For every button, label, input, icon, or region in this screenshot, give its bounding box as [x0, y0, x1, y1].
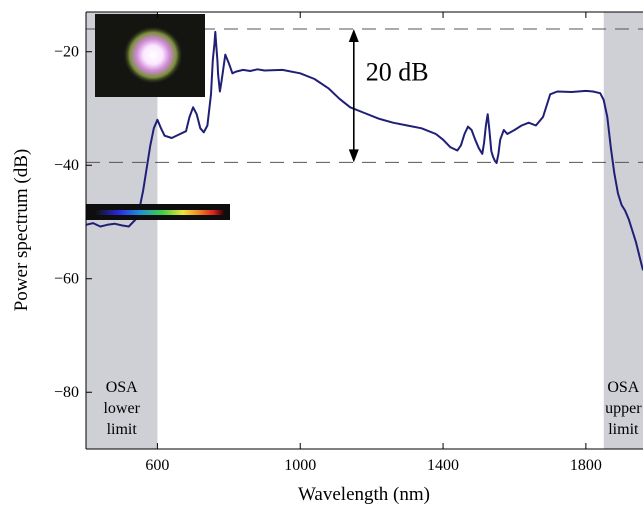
x-axis-label: Wavelength (nm) — [298, 484, 430, 505]
spectrum-strip-inset — [86, 204, 230, 220]
spot-image-inset — [95, 14, 205, 97]
annotation-20db: 20 dB — [348, 29, 429, 163]
y-ticks: −20 −40 −60 −80 — [54, 44, 92, 401]
arrowhead-down — [348, 149, 359, 163]
arrowhead-up — [348, 29, 359, 43]
series-line-0 — [85, 30, 643, 271]
osa-region-label-1-2: limit — [608, 421, 639, 438]
osa-region-label-0-0: OSA — [106, 379, 138, 396]
y-axis-label: Power spectrum (dB) — [11, 149, 32, 312]
annotation-label: 20 dB — [366, 58, 429, 87]
osa-region-label-0-2: limit — [107, 421, 138, 438]
y-tick-label-3: −80 — [54, 384, 79, 401]
x-ticks: 600 1000 1400 1800 — [145, 12, 602, 474]
series-layer — [85, 30, 643, 271]
x-tick-label-1: 1000 — [284, 457, 316, 474]
x-tick-label-0: 600 — [145, 457, 169, 474]
osa-region-label-1-1: upper — [605, 400, 642, 417]
y-tick-label-2: −60 — [54, 271, 79, 288]
y-tick-label-1: −40 — [54, 157, 79, 174]
osa-region-label-1-0: OSA — [607, 379, 639, 396]
osa-region-label-0-1: lower — [103, 400, 140, 417]
osa-region-1 — [603, 12, 643, 449]
y-tick-label-0: −20 — [54, 44, 79, 61]
x-tick-label-3: 1800 — [570, 457, 602, 474]
x-tick-label-2: 1400 — [427, 457, 459, 474]
